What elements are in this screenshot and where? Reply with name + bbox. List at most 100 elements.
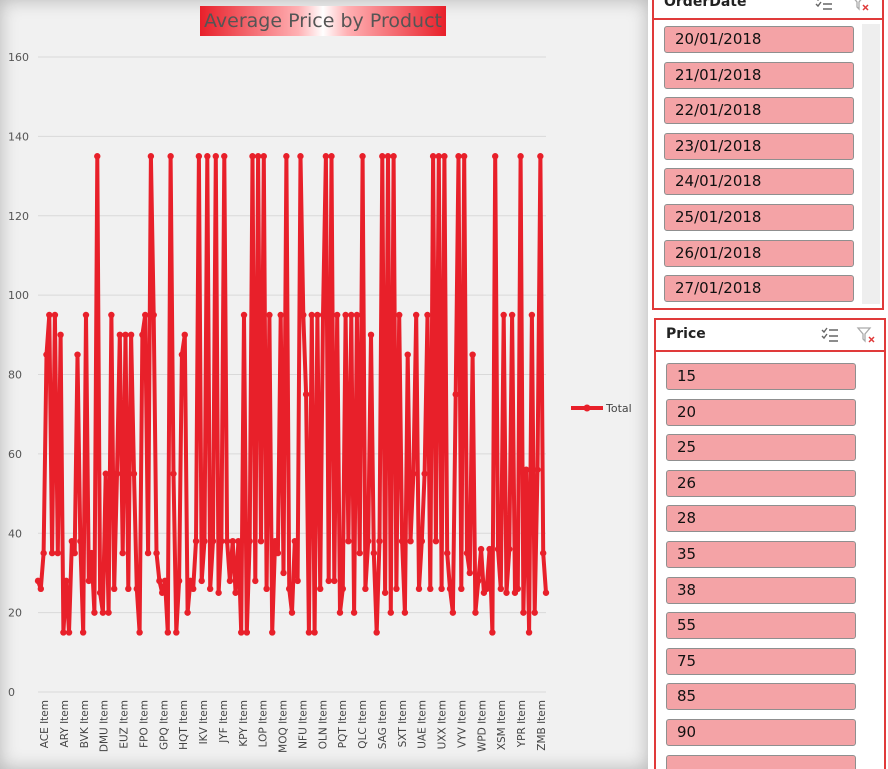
data-point <box>322 153 330 160</box>
data-point <box>99 609 107 616</box>
multi-select-icon[interactable] <box>820 326 840 344</box>
x-tick-label: HQT Item <box>178 700 190 750</box>
data-point <box>311 629 318 636</box>
data-point <box>288 609 296 616</box>
price-slicer-item[interactable]: 35 <box>666 541 856 568</box>
price-slicer-item[interactable]: 20 <box>666 398 856 426</box>
price-slicer-item[interactable]: 28 <box>666 505 856 533</box>
data-point <box>494 545 502 553</box>
data-point <box>497 585 505 593</box>
data-point <box>263 585 270 593</box>
data-point <box>350 609 358 616</box>
data-point <box>387 609 394 616</box>
data-point <box>390 153 397 160</box>
x-tick-label: ZMB Item <box>536 700 548 751</box>
data-point <box>187 577 194 585</box>
clear-filter-icon[interactable] <box>856 326 876 344</box>
orderdate-slicer-item[interactable]: 24/01/2018 <box>664 168 854 196</box>
data-point <box>508 311 516 319</box>
data-point <box>477 545 485 553</box>
legend-label: Total <box>605 402 632 415</box>
price-slicer-item[interactable]: 26 <box>666 469 856 497</box>
data-point <box>537 153 544 160</box>
data-point <box>466 569 473 577</box>
clear-filter-icon[interactable] <box>850 0 870 12</box>
y-tick-label: 160 <box>8 51 29 64</box>
price-slicer-item[interactable]: 38 <box>666 576 856 604</box>
x-tick-label: WPD Item <box>476 700 488 752</box>
data-point <box>71 549 78 557</box>
x-tick-label: EUZ Item <box>119 700 131 749</box>
data-point <box>396 311 403 319</box>
data-point <box>503 589 510 596</box>
data-point <box>223 537 231 545</box>
price-slicer: Price 15 20 25 26 28 35 38 55 75 85 90 <box>654 318 886 769</box>
data-point <box>156 577 163 585</box>
orderdate-slicer-item[interactable]: 21/01/2018 <box>664 61 854 89</box>
data-point <box>184 609 191 616</box>
price-slicer-item[interactable]: 15 <box>666 363 856 390</box>
orderdate-slicer-item[interactable]: 22/01/2018 <box>664 97 854 125</box>
data-point <box>376 537 383 545</box>
orderdate-slicer-item[interactable]: 25/01/2018 <box>664 204 854 231</box>
price-slicer-item[interactable] <box>666 754 856 769</box>
price-slicer-item[interactable]: 90 <box>666 719 856 746</box>
chart-legend: Total <box>571 402 632 415</box>
data-point <box>238 629 245 636</box>
x-tick-label: NFU Item <box>297 700 309 749</box>
data-point <box>60 629 67 636</box>
data-point <box>458 585 465 593</box>
x-tick-label: JYF Item <box>218 700 230 744</box>
data-point <box>34 577 42 585</box>
y-tick-label: 140 <box>8 130 29 143</box>
orderdate-slicer-item[interactable]: 20/01/2018 <box>664 26 854 53</box>
data-point <box>486 545 493 553</box>
orderdate-slicer-item[interactable]: 27/01/2018 <box>664 275 854 303</box>
y-tick-label: 20 <box>8 607 22 620</box>
multi-select-icon[interactable] <box>814 0 834 12</box>
data-point <box>192 537 200 545</box>
data-point <box>57 331 64 339</box>
orderdate-slicer-item[interactable]: 23/01/2018 <box>664 132 854 160</box>
data-point <box>46 311 53 319</box>
price-slicer-item[interactable]: 75 <box>666 647 856 675</box>
data-point <box>122 331 129 339</box>
data-point <box>94 153 101 160</box>
x-tick-label: LOP Item <box>258 700 270 747</box>
data-point <box>173 629 180 636</box>
price-slicer-item[interactable]: 55 <box>666 612 856 640</box>
data-point <box>339 585 346 593</box>
data-point <box>68 537 76 545</box>
data-point <box>393 585 400 593</box>
data-point <box>342 311 349 319</box>
data-point <box>201 537 208 545</box>
data-point <box>167 153 174 160</box>
data-point <box>359 153 366 160</box>
data-point <box>367 331 375 339</box>
data-point <box>427 585 434 593</box>
data-point <box>164 629 172 636</box>
data-point <box>102 470 109 477</box>
y-tick-label: 60 <box>8 448 22 461</box>
data-point <box>190 585 197 593</box>
data-point <box>492 153 499 160</box>
data-point <box>113 470 121 477</box>
orderdate-slicer-item[interactable]: 26/01/2018 <box>664 239 854 267</box>
orderdate-scrollbar[interactable] <box>862 24 880 304</box>
x-tick-label: BVK Item <box>79 700 91 748</box>
price-slicer-item[interactable]: 25 <box>666 434 856 462</box>
data-point <box>108 311 115 319</box>
data-point <box>418 537 426 545</box>
data-point <box>198 577 205 585</box>
data-point <box>178 351 186 358</box>
data-point <box>336 609 344 616</box>
x-tick-label: YPR Item <box>516 700 528 748</box>
data-point <box>308 311 315 319</box>
y-tick-label: 120 <box>8 210 29 223</box>
data-point <box>348 311 355 319</box>
x-tick-label: SAG Item <box>377 700 389 749</box>
data-point <box>449 609 457 616</box>
price-slicer-item[interactable]: 85 <box>666 683 856 711</box>
data-point <box>54 549 61 557</box>
data-point <box>274 549 282 557</box>
